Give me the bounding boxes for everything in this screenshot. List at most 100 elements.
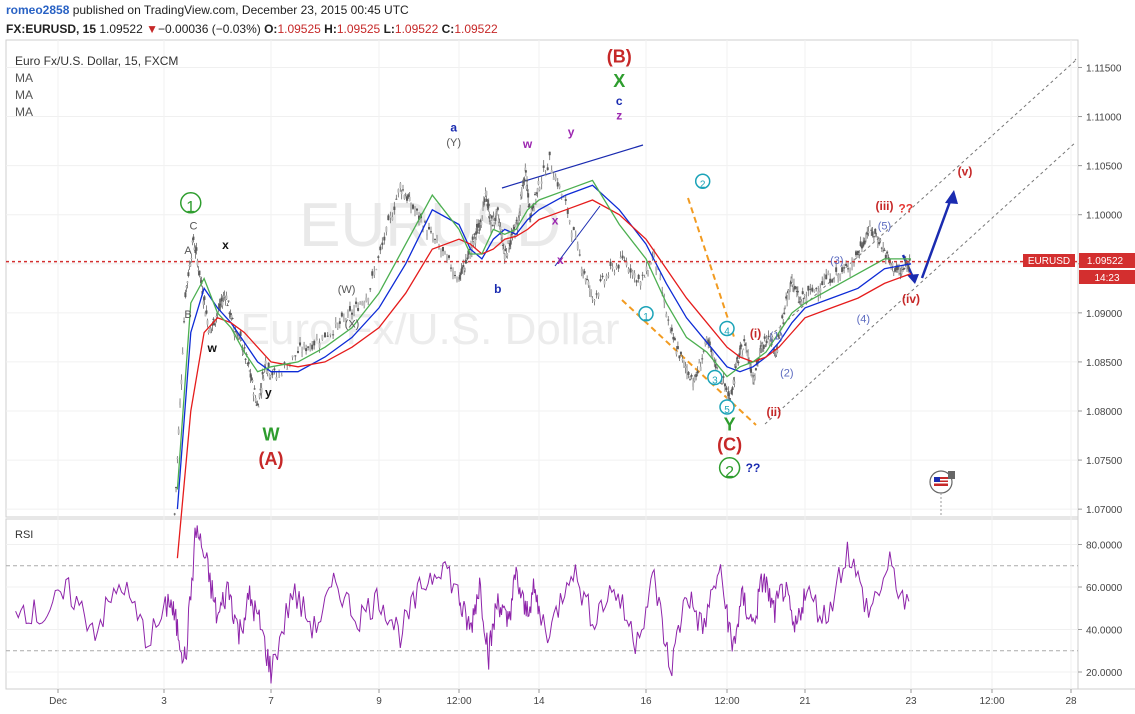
candle-body [228, 312, 231, 315]
candle-body [540, 181, 543, 184]
candle-body [733, 381, 736, 384]
candle-body [524, 167, 527, 171]
candle-body [580, 268, 583, 274]
wave-label: X [613, 71, 625, 91]
candle-body [886, 251, 889, 254]
candle-body [230, 315, 233, 319]
candle-body [365, 297, 368, 302]
candle-body [867, 231, 870, 234]
candle-body [184, 292, 187, 298]
wave-label: 5 [724, 405, 730, 416]
candle-body [530, 208, 533, 213]
candle-body [326, 335, 329, 337]
candle-body [722, 376, 725, 378]
high-value: 1.09525 [336, 22, 381, 36]
candle-body [552, 177, 555, 181]
ma-legend-3: MA [15, 105, 33, 119]
username-link[interactable]: romeo2858 [6, 3, 70, 17]
candle-body [496, 210, 498, 212]
candle-body [835, 267, 838, 272]
time-tick-label: 14 [533, 696, 545, 707]
candle-body [605, 275, 608, 280]
wave-label-circle [707, 369, 723, 386]
candle-body [361, 302, 364, 305]
price-axis[interactable]: 1.07000 1.07500 1.08000 1.08500 1.09000 1.095… [1078, 63, 1123, 516]
candle-body [736, 356, 739, 359]
candle-body [511, 235, 514, 238]
candle-body [391, 217, 394, 220]
us-flag-event-icon[interactable] [929, 470, 955, 517]
candle-body [444, 251, 446, 255]
candle-body [593, 299, 596, 302]
candle-body [477, 223, 480, 228]
candle-body [375, 269, 378, 271]
candle-body [756, 360, 759, 364]
candle-body [879, 239, 882, 241]
candle-body [286, 369, 289, 371]
wave-label: w [206, 341, 217, 355]
candle-body [278, 372, 281, 374]
candle-body [522, 181, 525, 184]
rsi-axis[interactable]: 20.0000 40.0000 60.0000 80.0000 [1078, 541, 1123, 680]
candle-body [247, 361, 250, 365]
candle-body [763, 336, 766, 339]
candle-body [645, 266, 648, 272]
orange-channel-upper [687, 197, 736, 341]
wave-label: 1 [643, 312, 649, 323]
grid-lines [6, 40, 1078, 689]
candle-body [665, 314, 668, 318]
candle-body [173, 513, 176, 515]
candle-body [811, 287, 814, 292]
candle-body [232, 327, 235, 331]
candle-body [769, 334, 772, 339]
main-pane[interactable] [5, 39, 1079, 518]
candle-body [469, 255, 472, 259]
candle-body [527, 193, 530, 198]
wave-label: W [263, 424, 280, 444]
candle-body [837, 274, 840, 278]
wave-label: x [552, 214, 559, 228]
candle-body [524, 170, 527, 173]
candle-body [576, 243, 579, 249]
candle-body [754, 368, 757, 371]
candle-body [472, 242, 475, 245]
wave-label-circle [718, 457, 741, 479]
candle-body [512, 229, 515, 231]
candle-body [454, 274, 456, 276]
candle-body [490, 215, 493, 219]
wave-label: b [494, 282, 501, 296]
candle-body [689, 379, 692, 381]
candle-body [311, 344, 314, 350]
candle-body [357, 308, 360, 311]
candle-body [249, 373, 252, 378]
candle-body [353, 309, 356, 312]
candle-body [519, 207, 522, 212]
wave-label: a [450, 120, 457, 134]
candle-body [819, 288, 822, 293]
candle-body [681, 358, 684, 361]
time-axis[interactable]: Dec 3 7 9 12:00 14 16 12:00 21 23 12:00 28 [49, 689, 1077, 707]
candle-body [892, 271, 895, 273]
candle-body [177, 429, 180, 434]
candle-body [193, 247, 196, 251]
rising-channel-upper [769, 59, 1077, 337]
candle-body [191, 240, 194, 243]
candle-body [678, 355, 681, 359]
candle-body [503, 254, 506, 259]
candle-body [544, 174, 547, 176]
candle-body [482, 205, 484, 210]
candle-body [753, 376, 756, 380]
candle-body [426, 233, 428, 236]
time-tick-label: 7 [268, 696, 274, 707]
candle-body [776, 349, 779, 353]
candle-body [195, 247, 198, 251]
candle-body [670, 327, 673, 332]
candle-body [271, 372, 274, 376]
candle-body [299, 342, 302, 346]
candle-body [207, 331, 210, 333]
time-tick-label: 9 [376, 696, 382, 707]
candle-body [554, 176, 557, 180]
candle-body [185, 285, 188, 288]
candle-body [379, 246, 382, 251]
